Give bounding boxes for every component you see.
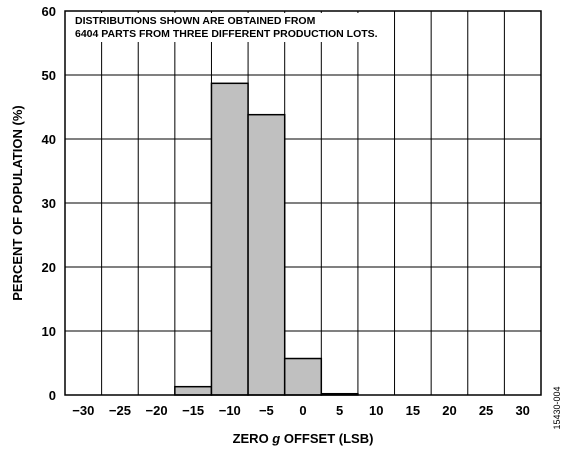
x-tick-label: −15 — [182, 403, 204, 418]
x-tick-label: −10 — [219, 403, 241, 418]
y-axis-ticks: 0 10 20 30 40 50 60 — [42, 4, 56, 403]
annotation-line-2: 6404 PARTS FROM THREE DIFFERENT PRODUCTI… — [75, 28, 378, 40]
y-tick-label: 60 — [42, 4, 56, 19]
histogram-bar — [247, 113, 286, 396]
x-tick-label: 25 — [479, 403, 493, 418]
x-tick-label: 10 — [369, 403, 383, 418]
x-tick-label: −25 — [109, 403, 131, 418]
y-tick-label: 0 — [49, 388, 56, 403]
y-tick-label: 20 — [42, 260, 56, 275]
x-tick-label: −5 — [259, 403, 274, 418]
annotation-line-1: DISTRIBUTIONS SHOWN ARE OBTAINED FROM — [75, 15, 316, 27]
figure-id: 15430-004 — [552, 386, 562, 429]
y-tick-label: 30 — [42, 196, 56, 211]
y-tick-label: 10 — [42, 324, 56, 339]
x-axis-title-prefix: ZERO — [233, 431, 273, 446]
annotation-background — [69, 13, 382, 42]
x-tick-label: 5 — [336, 403, 343, 418]
histogram-bar — [283, 357, 323, 396]
x-tick-label: 0 — [299, 403, 306, 418]
histogram-bars — [174, 82, 359, 396]
x-tick-label: 30 — [515, 403, 529, 418]
x-axis-title: ZERO g OFFSET (LSB) — [233, 431, 374, 446]
x-axis-ticks: −30 −25 −20 −15 −10 −5 0 5 10 15 20 25 30 — [72, 403, 530, 418]
x-axis-title-suffix: OFFSET (LSB) — [280, 431, 373, 446]
y-axis-title: PERCENT OF POPULATION (%) — [10, 105, 25, 300]
histogram-bar — [210, 82, 249, 396]
y-tick-label: 40 — [42, 132, 56, 147]
x-tick-label: −30 — [72, 403, 94, 418]
x-tick-label: 15 — [406, 403, 420, 418]
x-axis-title-italic: g — [271, 431, 280, 446]
x-tick-label: 20 — [442, 403, 456, 418]
grid-lines — [65, 11, 541, 395]
y-tick-label: 50 — [42, 68, 56, 83]
plot-frame — [64, 10, 542, 396]
x-tick-label: −20 — [146, 403, 168, 418]
histogram-bar — [174, 385, 213, 396]
